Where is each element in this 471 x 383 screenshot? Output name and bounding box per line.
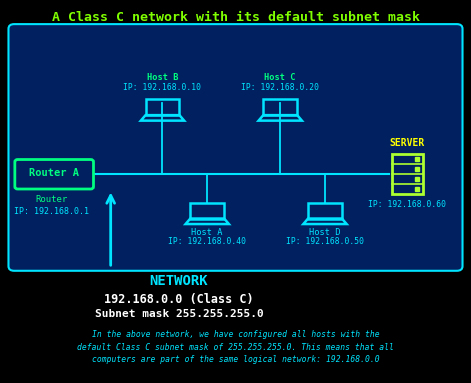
Text: Host B: Host B — [147, 73, 178, 82]
Text: Host C: Host C — [265, 73, 296, 82]
Bar — [392, 154, 423, 194]
FancyBboxPatch shape — [8, 24, 463, 271]
Text: IP: 192.168.0.20: IP: 192.168.0.20 — [241, 83, 319, 92]
Text: Subnet mask 255.255.255.0: Subnet mask 255.255.255.0 — [95, 309, 263, 319]
Text: SERVER: SERVER — [390, 138, 425, 148]
Text: IP: 192.168.0.60: IP: 192.168.0.60 — [368, 200, 447, 209]
Text: IP: 192.168.0.10: IP: 192.168.0.10 — [123, 83, 202, 92]
Text: Host A: Host A — [192, 228, 223, 237]
Text: Router: Router — [36, 195, 68, 204]
Text: Router A: Router A — [29, 169, 79, 178]
Text: A Class C network with its default subnet mask: A Class C network with its default subne… — [51, 11, 420, 24]
Text: Host D: Host D — [309, 228, 341, 237]
Text: 192.168.0.0 (Class C): 192.168.0.0 (Class C) — [104, 293, 254, 306]
Text: NETWORK: NETWORK — [150, 274, 208, 288]
Text: IP: 192.168.0.40: IP: 192.168.0.40 — [168, 237, 246, 246]
FancyBboxPatch shape — [15, 159, 93, 189]
Text: IP: 192.168.0.1: IP: 192.168.0.1 — [14, 207, 89, 216]
Text: IP: 192.168.0.50: IP: 192.168.0.50 — [286, 237, 364, 246]
Text: In the above network, we have configured all hosts with the
default Class C subn: In the above network, we have configured… — [77, 330, 394, 364]
